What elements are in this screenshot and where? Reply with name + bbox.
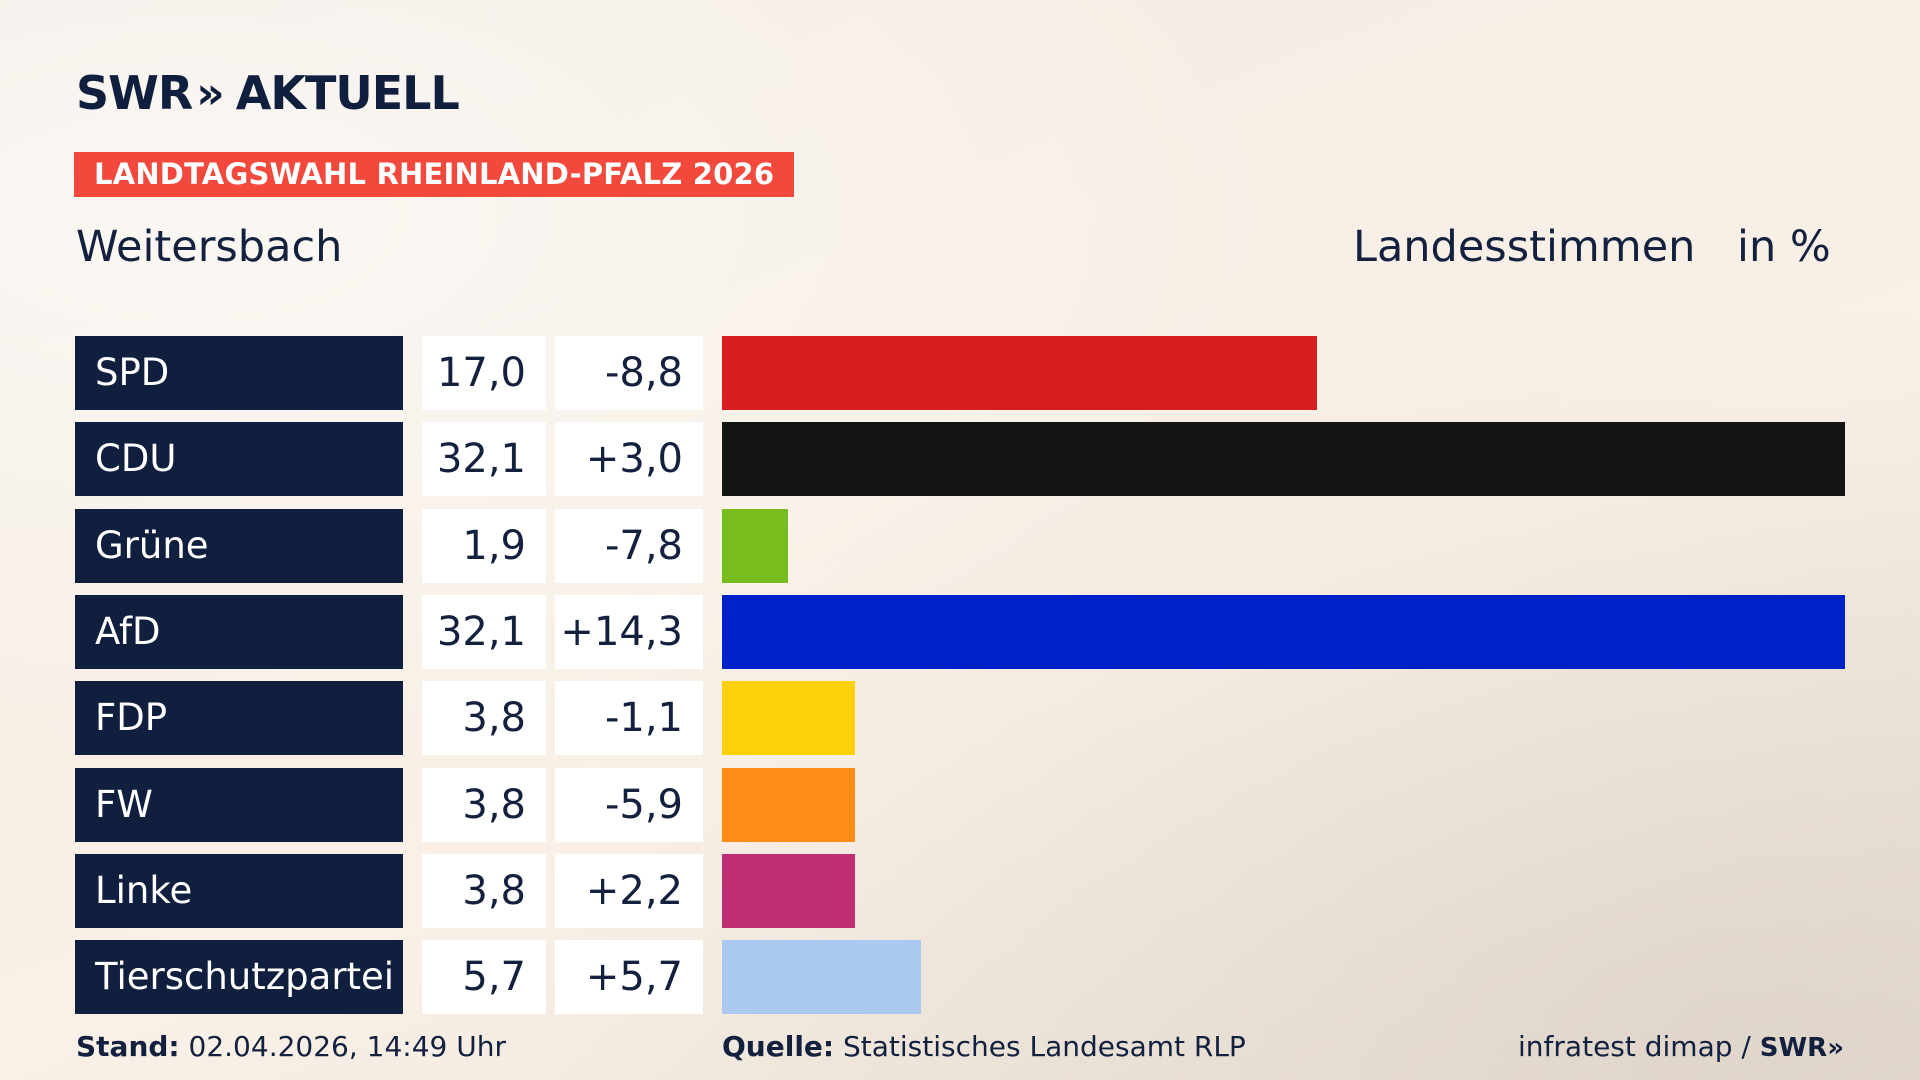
source-value: Statistisches Landesamt RLP	[843, 1030, 1246, 1063]
vote-share-value: 3,8	[422, 767, 546, 842]
vote-share-value: 32,1	[422, 422, 546, 497]
footer-stand: Stand: 02.04.2026, 14:49 Uhr	[76, 1030, 506, 1063]
credit-text: infratest dimap /	[1518, 1030, 1751, 1063]
vote-change-value: -5,9	[555, 767, 703, 842]
swr-aktuell-logo: SWR » AKTUELL	[76, 66, 460, 120]
result-row: Linke 3,8 +2,2	[0, 853, 1920, 928]
vote-change-value: -8,8	[555, 336, 703, 410]
party-label: CDU	[75, 422, 403, 497]
result-row: CDU 32,1 +3,0	[0, 422, 1920, 497]
result-bar	[722, 422, 1845, 497]
vote-share-value: 32,1	[422, 594, 546, 669]
vote-share-value: 3,8	[422, 853, 546, 928]
result-row: SPD 17,0 -8,8	[0, 336, 1920, 410]
result-bar	[722, 853, 855, 928]
election-badge: LANDTAGSWAHL RHEINLAND-PFALZ 2026	[74, 152, 795, 197]
chevron-right-icon: »	[196, 67, 224, 119]
logo-swr-text: SWR	[76, 66, 193, 120]
region-title: Weitersbach	[76, 222, 343, 272]
credit-swr-logo: SWR	[1759, 1033, 1828, 1063]
vote-change-value: -7,8	[555, 508, 703, 583]
result-bar	[722, 508, 788, 583]
result-row: FW 3,8 -5,9	[0, 767, 1920, 842]
vote-change-value: +3,0	[555, 422, 703, 497]
stand-value: 02.04.2026, 14:49 Uhr	[188, 1030, 506, 1063]
party-label: FW	[75, 767, 403, 842]
chevron-right-icon: »	[1827, 1033, 1844, 1063]
vote-share-value: 3,8	[422, 681, 546, 756]
result-row: Grüne 1,9 -7,8	[0, 508, 1920, 583]
result-bar	[722, 681, 855, 756]
source-label: Quelle:	[722, 1030, 835, 1063]
result-bar	[722, 767, 855, 842]
vote-change-value: +14,3	[555, 594, 703, 669]
party-label: AfD	[75, 594, 403, 669]
party-label: Grüne	[75, 508, 403, 583]
party-label: Linke	[75, 853, 403, 928]
result-row: Tierschutzpartei 5,7 +5,7	[0, 940, 1920, 1015]
footer-source: Quelle: Statistisches Landesamt RLP	[722, 1030, 1246, 1063]
result-row: AfD 32,1 +14,3	[0, 594, 1920, 669]
vote-change-value: +5,7	[555, 940, 703, 1015]
vote-change-value: +2,2	[555, 853, 703, 928]
party-label: SPD	[75, 336, 403, 410]
vote-share-value: 1,9	[422, 508, 546, 583]
result-bar	[722, 336, 1317, 410]
stand-label: Stand:	[76, 1030, 180, 1063]
vote-share-value: 5,7	[422, 940, 546, 1015]
result-row: FDP 3,8 -1,1	[0, 681, 1920, 756]
vote-type-label: Landesstimmen	[1353, 222, 1696, 272]
vote-share-value: 17,0	[422, 336, 546, 410]
party-label: Tierschutzpartei	[75, 940, 403, 1015]
result-bar	[722, 594, 1845, 669]
unit-label: in %	[1737, 222, 1831, 272]
logo-aktuell-text: AKTUELL	[235, 66, 460, 120]
result-bar	[722, 940, 921, 1015]
party-label: FDP	[75, 681, 403, 756]
vote-change-value: -1,1	[555, 681, 703, 756]
footer-credit: infratest dimap / SWR»	[1518, 1030, 1844, 1063]
